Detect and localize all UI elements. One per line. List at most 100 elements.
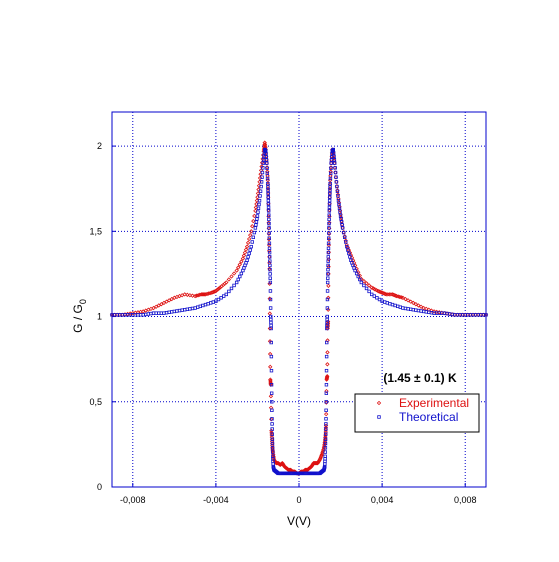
data-point xyxy=(257,175,263,181)
data-point xyxy=(335,184,339,189)
data-point xyxy=(161,300,167,306)
data-point xyxy=(392,293,397,298)
data-point xyxy=(258,189,263,193)
data-point xyxy=(245,258,249,262)
data-point xyxy=(325,326,329,331)
data-point xyxy=(391,292,396,297)
data-point xyxy=(268,255,272,259)
data-point xyxy=(251,235,255,239)
data-point xyxy=(366,283,372,288)
data-point xyxy=(267,217,271,222)
data-point xyxy=(326,276,330,280)
data-point xyxy=(265,171,270,176)
data-point xyxy=(187,293,193,298)
data-point xyxy=(227,289,231,294)
data-point xyxy=(238,274,242,279)
data-point xyxy=(416,303,421,308)
data-point xyxy=(169,296,174,302)
data-point xyxy=(243,247,249,252)
data-point xyxy=(327,209,332,213)
data-point xyxy=(338,210,342,214)
data-point xyxy=(346,248,350,252)
data-point xyxy=(156,303,161,308)
data-point xyxy=(324,427,328,431)
data-point xyxy=(232,283,236,288)
data-point xyxy=(268,289,273,293)
data-point xyxy=(418,304,424,309)
data-point xyxy=(324,383,329,387)
data-point xyxy=(326,250,331,255)
data-point xyxy=(249,244,253,249)
data-point xyxy=(376,289,382,294)
data-point xyxy=(194,293,199,298)
data-point xyxy=(267,250,272,255)
data-point xyxy=(268,364,273,369)
data-point xyxy=(324,391,329,395)
x-tick-label: 0,008 xyxy=(454,495,477,505)
data-point xyxy=(323,441,328,446)
data-point xyxy=(270,400,274,404)
data-point xyxy=(362,283,366,288)
data-point xyxy=(325,297,330,302)
y-tick-label: 1,5 xyxy=(89,226,102,236)
data-point xyxy=(329,158,334,162)
data-point xyxy=(377,289,383,294)
data-point xyxy=(327,231,331,235)
data-point xyxy=(326,255,330,259)
data-point xyxy=(387,292,392,297)
data-point xyxy=(196,293,201,298)
data-point xyxy=(324,422,328,426)
data-point xyxy=(258,172,263,177)
data-point xyxy=(327,205,332,210)
data-point xyxy=(269,430,274,436)
data-point xyxy=(251,218,256,224)
data-point xyxy=(327,202,332,206)
tick-labels: -0,008 -0,004 0 0,004 0,008 0 0,5 1 1,5 2 xyxy=(89,141,476,505)
data-point xyxy=(269,323,273,328)
data-point xyxy=(341,230,346,235)
x-tick-label: 0 xyxy=(296,495,301,505)
data-point xyxy=(331,151,336,155)
data-point xyxy=(380,290,386,296)
data-point xyxy=(364,281,369,286)
data-point xyxy=(237,262,242,267)
data-point xyxy=(332,158,337,162)
data-point xyxy=(343,235,347,239)
data-point xyxy=(326,263,330,268)
legend-box xyxy=(354,393,480,433)
data-point xyxy=(270,441,275,446)
data-point xyxy=(192,293,198,299)
data-point xyxy=(431,309,437,314)
data-point xyxy=(270,446,275,450)
data-point xyxy=(354,271,359,276)
x-tick-label: -0,008 xyxy=(120,495,146,505)
data-point xyxy=(327,226,331,230)
data-point xyxy=(339,220,344,224)
data-point xyxy=(325,350,330,355)
data-point xyxy=(266,192,270,196)
data-point xyxy=(326,272,330,276)
data-point xyxy=(325,338,330,343)
data-point xyxy=(268,276,272,280)
data-point xyxy=(246,255,250,259)
data-point xyxy=(213,288,219,294)
data-point xyxy=(270,432,275,436)
data-point xyxy=(266,181,270,186)
data-point xyxy=(269,320,273,325)
data-point xyxy=(253,226,258,230)
data-point xyxy=(267,311,272,316)
data-point xyxy=(336,194,340,198)
data-point xyxy=(206,291,211,296)
data-point xyxy=(254,223,258,227)
data-point xyxy=(250,240,254,244)
data-point xyxy=(242,250,248,255)
data-point xyxy=(334,175,338,179)
data-point xyxy=(268,259,272,263)
data-point xyxy=(216,297,221,302)
data-point xyxy=(256,206,261,211)
data-point xyxy=(361,279,367,284)
legend-label-experimental: Experimental xyxy=(399,396,469,410)
data-point xyxy=(390,292,395,297)
data-point xyxy=(411,300,416,306)
